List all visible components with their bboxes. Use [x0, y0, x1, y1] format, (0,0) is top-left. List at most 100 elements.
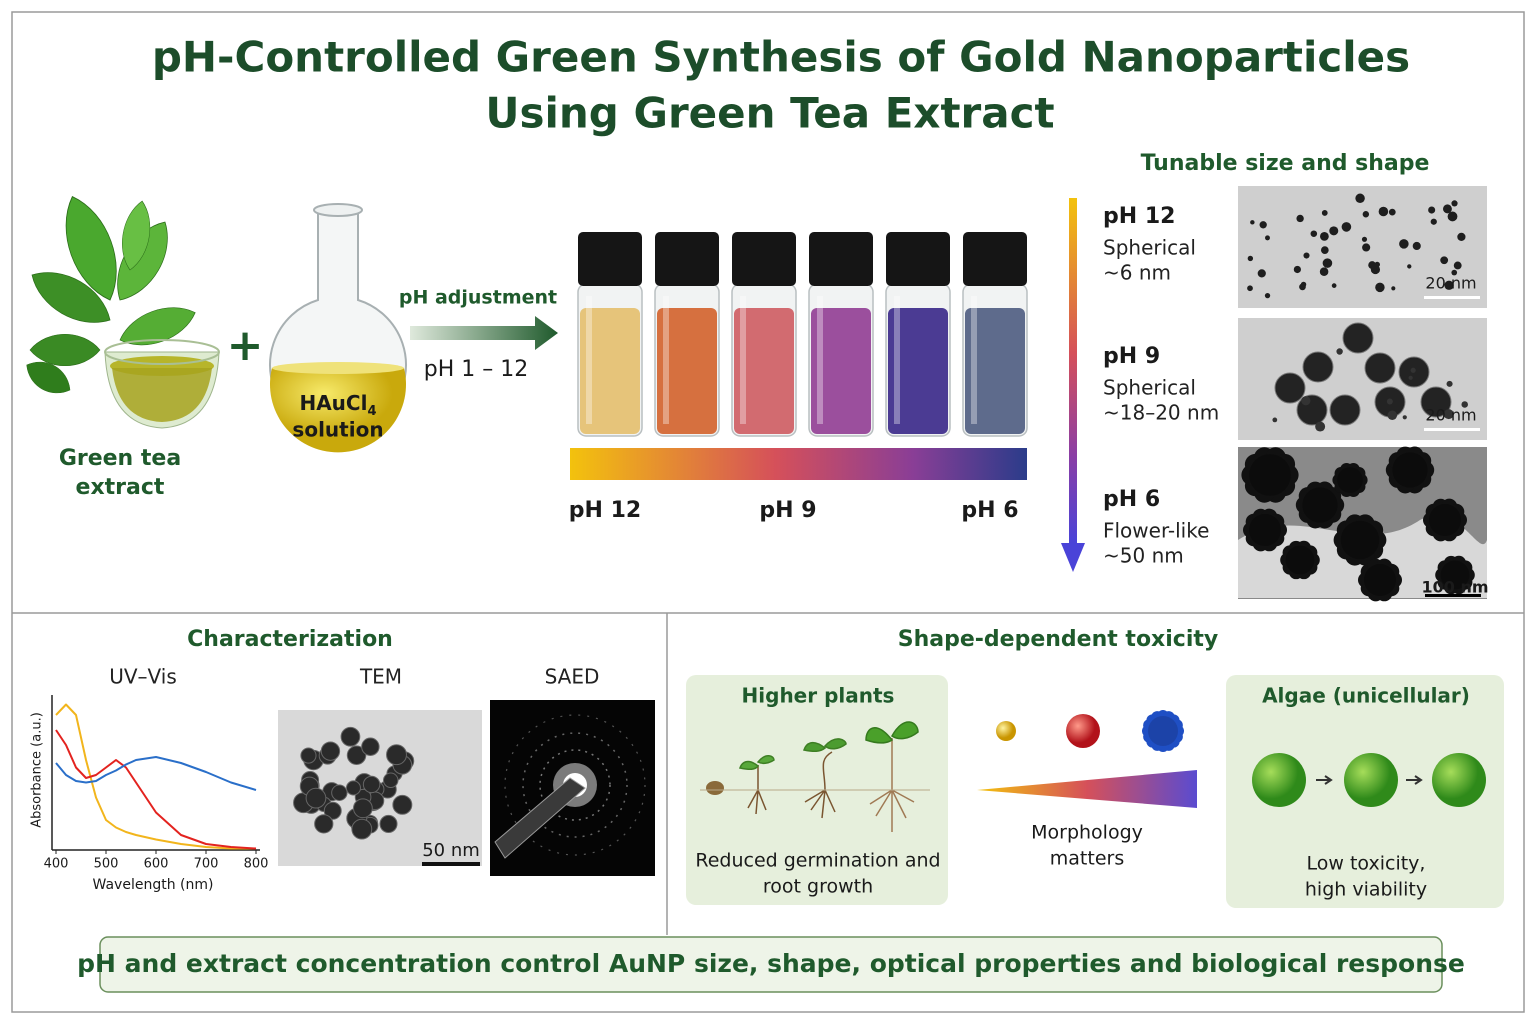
ph-label: pH 12: [1103, 204, 1175, 229]
small-sphere: [996, 721, 1016, 741]
vial-highlight: [971, 296, 977, 424]
particle: [1315, 421, 1326, 432]
tea-leaves: [26, 195, 196, 394]
scale-bar: [422, 862, 480, 866]
algae-cells-part: [1316, 775, 1333, 785]
vial-cap: [732, 232, 796, 286]
particle: [1374, 261, 1380, 268]
tea-leaves-part: [65, 195, 117, 301]
particle: [340, 726, 361, 747]
size-label: ~18–20 nm: [1103, 401, 1219, 425]
particle: [1321, 210, 1328, 216]
particle: [1148, 716, 1178, 746]
vial-liquid: [580, 308, 640, 434]
panel-title: Higher plants: [742, 684, 895, 708]
caption: high viability: [1305, 879, 1427, 901]
particle: [1361, 236, 1368, 242]
particle: [1378, 206, 1389, 217]
seedlings-part: [739, 755, 775, 771]
y-axis-label: Absorbance (a.u.): [30, 712, 45, 828]
particle: [1300, 281, 1307, 288]
particle: [1399, 239, 1409, 249]
particle: [1342, 322, 1374, 354]
particle: [1451, 200, 1458, 207]
tea-leaves-part: [122, 200, 151, 271]
vial-highlight: [817, 296, 823, 424]
ph-range: pH 1 – 12: [424, 357, 528, 382]
vial-liquid: [888, 308, 948, 434]
particle: [1410, 367, 1416, 373]
precursor-formula: HAuCl4: [299, 391, 376, 419]
x-tick-label: 500: [94, 857, 119, 872]
spectrum-line: [55, 756, 257, 791]
panel-title: Algae (unicellular): [1262, 684, 1470, 708]
title: pH-Controlled Green Synthesis of Gold Na…: [152, 33, 1410, 82]
title: Using Green Tea Extract: [485, 89, 1054, 138]
particle: [352, 798, 373, 819]
vial-highlight: [740, 296, 746, 424]
particle: [1249, 454, 1291, 496]
particle: [1440, 256, 1449, 265]
particle: [1302, 351, 1334, 383]
x-axis-label: Wavelength (nm): [93, 877, 214, 893]
seedlings: [700, 721, 930, 832]
particle: [1391, 286, 1396, 291]
particle: [1293, 265, 1301, 274]
particle: [323, 801, 342, 820]
gradient-label: pH 12: [569, 498, 641, 523]
particle: [1388, 208, 1396, 216]
x-tick-label: 600: [144, 857, 169, 872]
particle: [1264, 292, 1271, 299]
caption: matters: [1050, 848, 1124, 870]
tea-leaves-part: [26, 361, 71, 394]
particle: [1453, 261, 1462, 270]
particle: [1420, 386, 1452, 418]
particle: [1440, 560, 1470, 590]
seedlings-part: [869, 738, 915, 832]
morphology-wedge: [977, 770, 1197, 808]
tea-bowl-part: [112, 368, 212, 422]
tem-micrograph: [1238, 318, 1487, 440]
seedlings-part: [747, 765, 767, 815]
tea-leaves-part: [29, 333, 101, 367]
ph-label: pH 6: [1103, 487, 1160, 512]
vial-liquid: [734, 308, 794, 434]
particle: [1285, 545, 1315, 575]
seedlings-part: [865, 721, 919, 744]
caption: root growth: [763, 876, 873, 898]
particle: [345, 780, 361, 796]
scale-bar-label: 20 nm: [1425, 406, 1476, 425]
particle: [1386, 398, 1393, 405]
shape-label: Spherical: [1103, 236, 1196, 260]
x-tick-label: 400: [44, 857, 69, 872]
particle: [1355, 193, 1365, 204]
extract-label: extract: [76, 475, 165, 500]
extract-label: Green tea: [59, 446, 181, 471]
particle: [1451, 269, 1458, 276]
tea-leaves-part: [31, 272, 111, 323]
vial-highlight: [586, 296, 592, 424]
particle: [1322, 258, 1333, 268]
particle: [1412, 241, 1421, 251]
vial-liquid: [657, 308, 717, 434]
tem-image: [278, 710, 482, 866]
particle: [1329, 226, 1339, 236]
tea-leaves-part: [119, 307, 196, 346]
gradient-labels: pH 12 pH 9 pH 6: [569, 498, 1019, 523]
particle: [346, 745, 367, 765]
medium-sphere: [1066, 714, 1100, 748]
particle: [1249, 514, 1281, 546]
particle: [1362, 243, 1371, 252]
tem-micrograph: [1238, 446, 1487, 602]
particle: [362, 775, 381, 794]
caption: Morphology: [1031, 822, 1143, 844]
particle: [1319, 267, 1329, 276]
tea-leaves-part: [117, 221, 168, 301]
saed-pattern-part: [539, 749, 611, 821]
scale-bar-label: 100 nm: [1421, 578, 1488, 597]
section-title: Shape-dependent toxicity: [898, 627, 1218, 652]
particle: [1341, 222, 1352, 232]
caption: Reduced germination and: [695, 850, 940, 872]
gradient-label: pH 9: [759, 498, 816, 523]
